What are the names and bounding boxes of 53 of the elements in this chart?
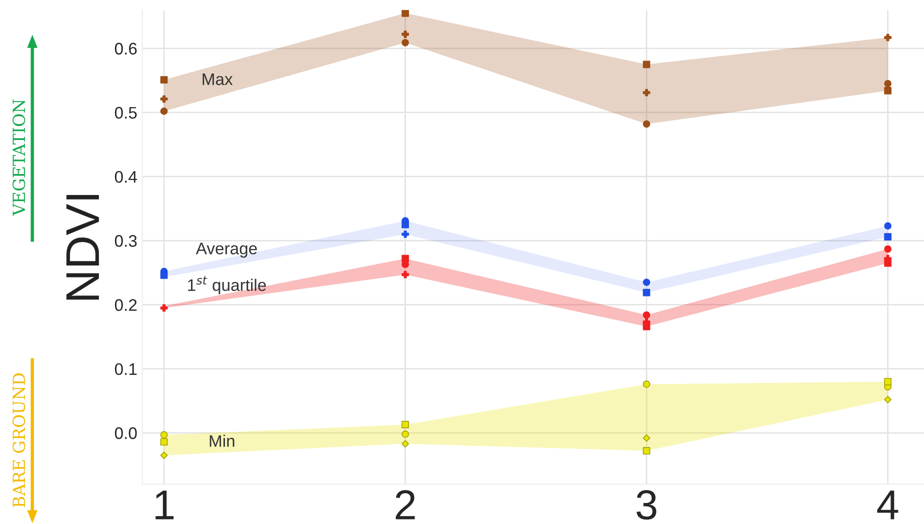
point xyxy=(402,270,409,278)
point xyxy=(642,278,650,286)
y-tick-label: 0.1 xyxy=(114,363,137,376)
point xyxy=(160,76,168,84)
y-tick-label: 0.2 xyxy=(114,299,137,311)
point xyxy=(884,245,892,253)
point xyxy=(884,396,892,404)
point xyxy=(642,120,650,128)
series-label: Average xyxy=(196,242,257,258)
y-axis-title: NDVI xyxy=(66,195,99,300)
point xyxy=(884,378,892,386)
x-tick-label: 4 xyxy=(877,490,898,520)
point xyxy=(160,272,168,279)
point xyxy=(884,80,892,88)
point xyxy=(402,254,409,262)
y-tick-label: 0.6 xyxy=(114,42,137,55)
point xyxy=(642,288,650,296)
text: Max xyxy=(202,73,233,86)
y-tick-label: 0.3 xyxy=(114,235,137,247)
point xyxy=(402,38,409,46)
point xyxy=(160,431,168,439)
point xyxy=(884,87,892,94)
point xyxy=(402,230,409,238)
point xyxy=(160,304,168,312)
text: Min xyxy=(210,434,234,447)
point xyxy=(642,447,650,455)
point xyxy=(160,452,168,460)
point xyxy=(642,434,650,442)
point xyxy=(160,438,168,446)
text: BARE GROUND xyxy=(12,373,26,508)
y-tick-label: 0.5 xyxy=(114,106,137,119)
y-tick-label: 0.4 xyxy=(114,170,137,183)
point xyxy=(402,10,409,17)
point xyxy=(160,95,168,103)
point xyxy=(642,380,650,388)
point xyxy=(642,88,650,96)
point xyxy=(884,233,892,240)
point xyxy=(402,220,409,228)
point xyxy=(160,108,168,115)
point xyxy=(642,311,650,319)
point xyxy=(642,60,650,68)
point xyxy=(884,222,892,230)
series-label: 1$^{st}$ quartile xyxy=(188,276,266,294)
point xyxy=(402,430,409,438)
point xyxy=(402,440,409,448)
point xyxy=(402,420,409,428)
x-tick-label: 3 xyxy=(636,490,656,520)
x-tick-label: 1 xyxy=(156,490,174,520)
x-tick-label: 2 xyxy=(396,490,415,520)
point xyxy=(402,30,409,38)
point xyxy=(884,34,892,42)
text: VEGETATION xyxy=(12,99,26,216)
y-tick-label: 0.0 xyxy=(114,427,137,440)
